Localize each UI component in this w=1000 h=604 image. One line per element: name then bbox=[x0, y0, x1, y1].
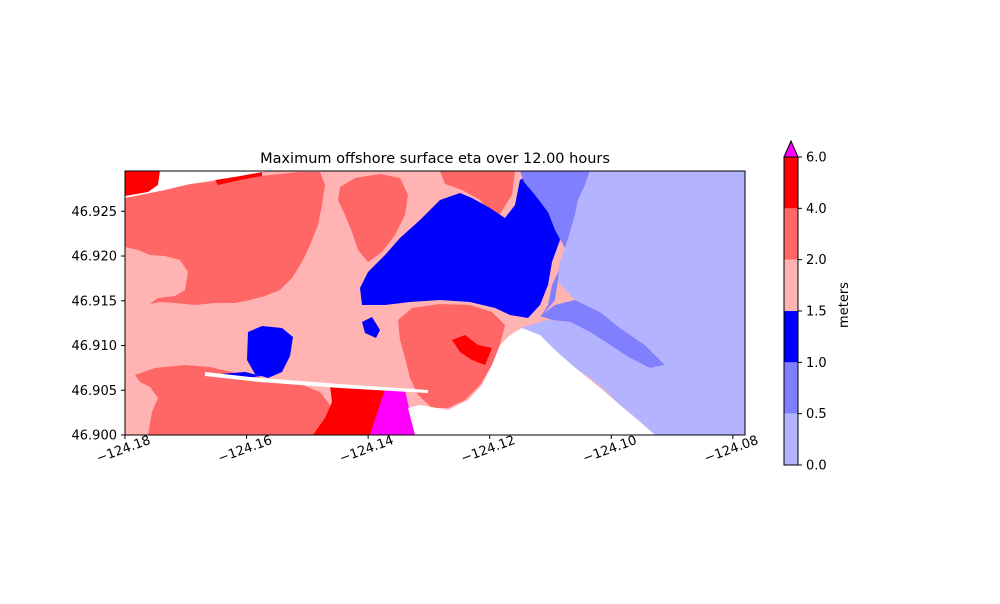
colorbar-segment bbox=[784, 259, 798, 311]
colorbar-tick-label: 0.5 bbox=[806, 407, 827, 422]
plot-frame bbox=[124, 170, 746, 436]
region-4p0-6p0-lobe bbox=[452, 335, 492, 365]
land-upper-left bbox=[125, 171, 270, 198]
colorbar-extend-arrow bbox=[783, 139, 799, 158]
colorbar-segment bbox=[784, 208, 798, 260]
region-2p0-4p0-middle-lobe bbox=[398, 304, 505, 408]
x-tick-label: −124.12 bbox=[459, 433, 517, 466]
colorbar-tick-label: 1.0 bbox=[806, 356, 827, 371]
colorbar-segment bbox=[784, 157, 798, 209]
region-4p0-6p0-top-strip bbox=[215, 172, 262, 185]
x-tick-label: −124.08 bbox=[702, 433, 760, 466]
colorbar-tick-label: 1.5 bbox=[806, 305, 827, 320]
region-1p0-1p5-small-blob bbox=[247, 326, 293, 378]
y-tick-label: 46.925 bbox=[72, 205, 118, 220]
y-tick-label: 46.915 bbox=[72, 294, 118, 309]
region-4p0-6p0-corner bbox=[125, 171, 160, 196]
y-tick-label: 46.910 bbox=[72, 339, 118, 354]
land-spit bbox=[205, 372, 428, 393]
colorbar-tick-label: 2.0 bbox=[806, 253, 827, 268]
colorbar-segment bbox=[784, 413, 798, 465]
region-0p5-1p0-lobe bbox=[540, 300, 665, 368]
y-tick-label: 46.905 bbox=[72, 384, 118, 399]
x-axis: −124.18 −124.16 −124.14 −124.12 −124.10 −124.… bbox=[95, 433, 761, 466]
colorbar-tick-label: 6.0 bbox=[806, 151, 827, 166]
region-2p0-4p0-top-strip bbox=[440, 171, 515, 214]
region-above-6p0 bbox=[370, 390, 415, 435]
colorbar-segment bbox=[784, 362, 798, 414]
colorbar-tick-label: 4.0 bbox=[806, 202, 827, 217]
y-axis: 46.900 46.905 46.910 46.915 46.920 46.925 bbox=[72, 205, 125, 444]
y-tick-label: 46.900 bbox=[72, 429, 118, 444]
x-tick-label: −124.10 bbox=[581, 433, 639, 466]
region-4p0-6p0-lower bbox=[313, 385, 385, 435]
colorbar-label: meters bbox=[837, 282, 852, 328]
chart-title: Maximum offshore surface eta over 12.00 … bbox=[260, 151, 610, 167]
region-1p0-1p5-tiny-blob bbox=[362, 317, 380, 338]
region-2p0-4p0-upper-middle bbox=[338, 174, 408, 262]
colorbar: 0.0 0.5 1.0 1.5 2.0 4.0 6.0 meters bbox=[783, 139, 852, 474]
region-0p0-0p5-right bbox=[520, 171, 745, 435]
region-0p5-1p0-band bbox=[520, 171, 590, 318]
eta-field bbox=[125, 171, 745, 435]
x-tick-label: −124.16 bbox=[216, 433, 274, 466]
land-lower-right bbox=[408, 328, 655, 435]
region-1p0-1p5-bay bbox=[360, 176, 560, 318]
y-tick-label: 46.920 bbox=[72, 250, 118, 265]
region-2p0-4p0-upper-left bbox=[125, 172, 325, 305]
colorbar-segment bbox=[784, 311, 798, 363]
colorbar-tick-label: 0.0 bbox=[806, 459, 827, 474]
x-tick-label: −124.14 bbox=[338, 433, 396, 466]
